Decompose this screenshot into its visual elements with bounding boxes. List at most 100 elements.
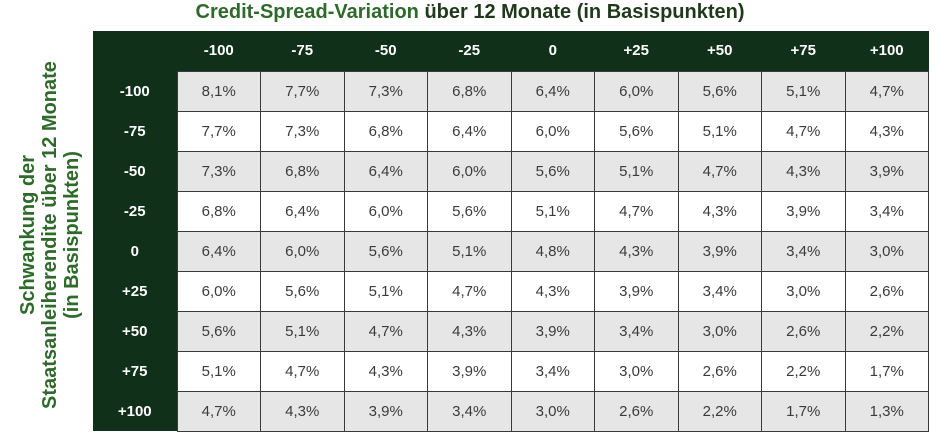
table-cell: 6,0% [594, 70, 679, 112]
table-cell: 4,3% [594, 230, 679, 272]
table-cell: 3,0% [844, 230, 929, 272]
table-cell: 3,9% [761, 190, 846, 232]
table-cell: 3,9% [677, 230, 762, 272]
table-cell: 5,1% [260, 310, 345, 352]
table-cell: 2,6% [844, 270, 929, 312]
y-axis-label-line-1: Schwankung der [17, 154, 39, 316]
table-cell: 6,4% [260, 190, 345, 232]
row-header: -25 [93, 191, 177, 231]
table-cell: 3,0% [594, 350, 679, 392]
column-header-row: -100 -75 -50 -25 0 +25 +50 +75 +100 [93, 31, 929, 71]
table-cell: 3,9% [343, 390, 428, 432]
table-cell: 6,4% [510, 70, 595, 112]
table-cell: 2,2% [844, 310, 929, 352]
table-cell: 8,1% [176, 70, 261, 112]
table-cell: 5,6% [510, 150, 595, 192]
table-cell: 2,6% [677, 350, 762, 392]
table-row: +50 5,6% 5,1% 4,7% 4,3% 3,9% 3,4% 3,0% 2,6% 2,2% [93, 310, 929, 352]
column-header: -25 [427, 31, 511, 71]
table-cell: 5,1% [677, 110, 762, 152]
row-header: +25 [93, 271, 177, 311]
row-header: +100 [93, 391, 177, 431]
chart-title-rest: über 12 Monate (in Basispunkten) [418, 1, 745, 23]
table-cell: 5,1% [176, 350, 261, 392]
table-row: -50 7,3% 6,8% 6,4% 6,0% 5,6% 5,1% 4,7% 4,3% 3,9% [93, 150, 929, 192]
table-cell: 5,1% [761, 70, 846, 112]
table-cell: 7,7% [176, 110, 261, 152]
column-header: +25 [594, 31, 678, 71]
table-cell: 5,1% [594, 150, 679, 192]
table-cell: 5,6% [677, 70, 762, 112]
table-cell: 3,4% [427, 390, 512, 432]
table-cell: 4,3% [510, 270, 595, 312]
table-cell: 4,7% [260, 350, 345, 392]
table-cell: 6,0% [260, 230, 345, 272]
table-cell: 3,0% [761, 270, 846, 312]
table-cell: 6,4% [427, 110, 512, 152]
chart-title: Credit-Spread-Variation über 12 Monate (… [0, 0, 940, 24]
table-cell: 5,6% [176, 310, 261, 352]
table-cell: 5,1% [510, 190, 595, 232]
table-row: -25 6,8% 6,4% 6,0% 5,6% 5,1% 4,7% 4,3% 3,9% 3,4% [93, 190, 929, 232]
table-row: +100 4,7% 4,3% 3,9% 3,4% 3,0% 2,6% 2,2% 1,7% 1,3% [93, 390, 929, 432]
row-header: +50 [93, 311, 177, 351]
chart-title-accent: Credit-Spread-Variation [195, 1, 419, 23]
row-header: +75 [93, 351, 177, 391]
table-cell: 6,0% [510, 110, 595, 152]
table-cell: 3,0% [510, 390, 595, 432]
table-cell: 4,7% [677, 150, 762, 192]
row-header: -75 [93, 111, 177, 151]
table-cell: 3,4% [594, 310, 679, 352]
table-cell: 5,6% [427, 190, 512, 232]
table-cell: 3,9% [510, 310, 595, 352]
y-axis-label-line-2: Staatsanleiherendite über 12 Monate [39, 61, 61, 409]
table-cell: 3,9% [594, 270, 679, 312]
table-cell: 4,3% [761, 150, 846, 192]
y-axis-label-line-3: (in Basispunkten) [61, 151, 83, 319]
y-axis-label: Schwankung der Staatsanleiherendite über… [17, 61, 83, 409]
table-corner [93, 31, 177, 71]
row-header: 0 [93, 231, 177, 271]
column-header: 0 [511, 31, 595, 71]
table-row: +25 6,0% 5,6% 5,1% 4,7% 4,3% 3,9% 3,4% 3,0% 2,6% [93, 270, 929, 312]
table-cell: 4,7% [427, 270, 512, 312]
table-cell: 4,7% [343, 310, 428, 352]
table-cell: 6,0% [343, 190, 428, 232]
table-cell: 4,3% [427, 310, 512, 352]
row-header: -100 [93, 71, 177, 111]
column-header: -100 [177, 31, 261, 71]
table-cell: 5,6% [343, 230, 428, 272]
table-body: -100 8,1% 7,7% 7,3% 6,8% 6,4% 6,0% 5,6% 5,1% 4,7%… [93, 70, 929, 432]
table-cell: 2,6% [594, 390, 679, 432]
table-row: +75 5,1% 4,7% 4,3% 3,9% 3,4% 3,0% 2,6% 2,2% 1,7% [93, 350, 929, 392]
table-cell: 2,6% [761, 310, 846, 352]
table-cell: 3,4% [844, 190, 929, 232]
column-header: -75 [260, 31, 344, 71]
table-cell: 6,0% [176, 270, 261, 312]
table-cell: 2,2% [677, 390, 762, 432]
table-cell: 6,8% [260, 150, 345, 192]
table-cell: 6,4% [176, 230, 261, 272]
table-cell: 3,4% [677, 270, 762, 312]
table-cell: 7,3% [260, 110, 345, 152]
table-cell: 7,3% [343, 70, 428, 112]
table-cell: 5,1% [343, 270, 428, 312]
column-header: -50 [344, 31, 428, 71]
table-cell: 3,9% [844, 150, 929, 192]
table-cell: 6,8% [343, 110, 428, 152]
table-cell: 1,7% [844, 350, 929, 392]
row-header: -50 [93, 151, 177, 191]
table-cell: 1,3% [844, 390, 929, 432]
table-cell: 4,7% [761, 110, 846, 152]
table-cell: 5,1% [427, 230, 512, 272]
sensitivity-table: -100 -75 -50 -25 0 +25 +50 +75 +100 -100 8,1% 7,7%… [93, 31, 929, 432]
table-cell: 3,0% [677, 310, 762, 352]
column-header: +100 [845, 31, 929, 71]
table-cell: 1,7% [761, 390, 846, 432]
table-row: -100 8,1% 7,7% 7,3% 6,8% 6,4% 6,0% 5,6% 5,1% 4,7% [93, 70, 929, 112]
table-cell: 4,8% [510, 230, 595, 272]
table-cell: 5,6% [594, 110, 679, 152]
table-cell: 4,3% [260, 390, 345, 432]
column-header: +75 [761, 31, 845, 71]
table-row: -75 7,7% 7,3% 6,8% 6,4% 6,0% 5,6% 5,1% 4,7% 4,3% [93, 110, 929, 152]
